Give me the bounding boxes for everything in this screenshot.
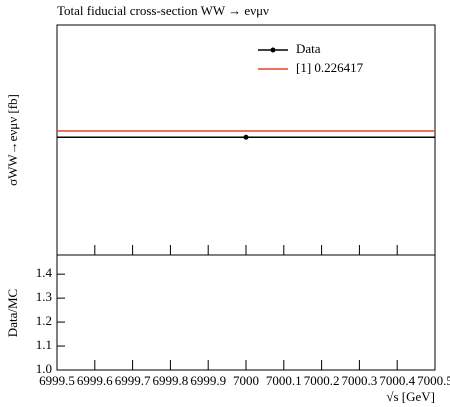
ratio-frame — [56, 254, 436, 371]
ratio-y-tick-label: 1.0 — [36, 361, 52, 376]
x-tick-label: 6999.7 — [115, 373, 151, 388]
x-axis-label: √s [GeV] — [386, 389, 435, 404]
x-tick-label: 7000.4 — [379, 373, 415, 388]
chart-title: Total fiducial cross-section WW → eνμν — [57, 3, 269, 18]
legend-label: [1] 0.226417 — [296, 60, 364, 75]
ratio-y-tick-label: 1.2 — [36, 313, 52, 328]
ratio-y-tick-label: 1.3 — [36, 289, 52, 304]
x-tick-label: 7000.5 — [417, 373, 450, 388]
x-tick-label: 6999.5 — [39, 373, 75, 388]
x-tick-label: 7000.2 — [304, 373, 340, 388]
main-frame — [56, 24, 436, 256]
ratio-y-tick-label: 1.4 — [36, 265, 53, 280]
data-point — [243, 134, 249, 140]
x-tick-label: 6999.9 — [190, 373, 226, 388]
legend-marker — [270, 47, 276, 53]
ratio-y-tick-label: 1.1 — [36, 337, 52, 352]
x-tick-label: 6999.8 — [153, 373, 189, 388]
x-tick-label: 7000.3 — [342, 373, 378, 388]
x-tick-label: 7000 — [233, 373, 259, 388]
ratio-y-axis-label: Data/MC — [5, 289, 20, 337]
x-tick-label: 7000.1 — [266, 373, 302, 388]
y-axis-label: σWW→eνμν [fb] — [5, 94, 20, 186]
x-tick-label: 6999.6 — [77, 373, 113, 388]
legend-label: Data — [296, 41, 321, 56]
